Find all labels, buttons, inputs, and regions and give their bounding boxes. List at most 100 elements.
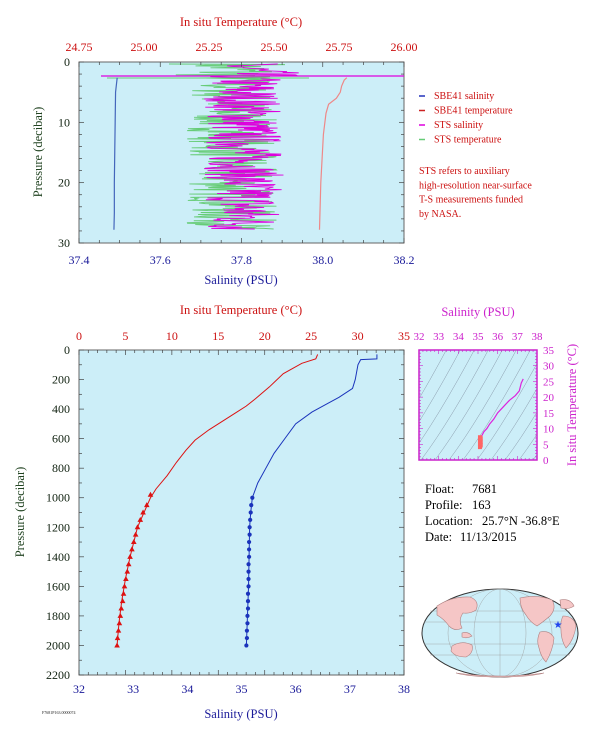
location-label: Location: [425,514,473,528]
inset-xtop-ticks-label: 33 [433,331,445,343]
bottom-xtop-label: In situ Temperature (°C) [180,303,302,317]
inset-y-ticks: 0 5 10 15 20 25 30 35 [418,345,555,467]
legend-note-line: STS refers to auxiliary [419,166,510,177]
temperature-point [127,553,133,559]
temperature-point [118,605,125,611]
density-contour [419,350,461,423]
top-xtop-ticks-label: 25.25 [196,40,223,54]
bot-xbottom-ticks-label: 32 [73,682,85,696]
top-xbottom-ticks-label: 38.0 [312,253,333,267]
salinity-profile-line [245,354,378,646]
world-map: ★ [421,588,579,678]
salinity-point [246,569,251,574]
temperature-point [130,539,137,545]
top-xbottom-ticks-label: 37.8 [231,253,252,267]
top-y-ticks-label: 0 [64,55,70,69]
float-location-marker: ★ [554,620,563,631]
legend-entry: STS salinity [434,120,483,131]
sts-salinity-trace [204,63,299,230]
bottom-xbottom-label: Salinity (PSU) [204,707,277,721]
bot-xtop-ticks-label: 10 [166,329,178,343]
salinity-point [245,613,250,619]
inset-density-contours [419,350,537,460]
legend-entry: STS temperature [434,135,502,146]
top-y-ticks-label: 30 [58,236,70,250]
top-xbottom-ticks-label: 37.4 [69,253,90,267]
profile-value: 163 [472,498,491,512]
inset-y-ticks-label: 15 [543,408,555,420]
top-xbottom-ticks-label: 38.2 [394,253,415,267]
salinity-point [249,503,254,508]
salinity-point [250,495,255,500]
temperature-point [117,612,124,618]
inset-xtop-ticks-label: 37 [512,331,524,343]
sbe41-temperature-line [318,77,348,230]
top-xtop-ticks-label: 25.00 [131,40,158,54]
date-label: Date: [425,530,452,544]
temperature-point [119,598,126,604]
legend-entry: SBE41 salinity [434,91,494,102]
bot-xtop-ticks-label: 25 [305,329,317,343]
temperature-point [134,524,141,530]
bot-y-ticks-label: 400 [52,402,70,416]
bot-xtop-ticks-label: 35 [398,329,410,343]
footer-code: F7681P163.0000074 [42,710,75,715]
salinity-point [247,525,252,530]
location-value: 25.7°N -36.8°E [482,514,560,528]
inset-y-ticks-label: 35 [543,345,555,357]
top-xbottom-label: Salinity (PSU) [204,273,277,287]
salinity-point [248,517,253,522]
float-label: Float: [425,482,454,496]
bot-y-ticks-label: 200 [52,373,70,387]
bot-xtop-ticks-label: 20 [259,329,271,343]
bot-y-ticks-label: 800 [52,461,70,475]
bottom-y-label: Pressure (decibar) [13,467,27,558]
float-info: Float: 7681 Profile: 163 Location: 25.7°… [425,482,560,544]
top-y-label: Pressure (decibar) [31,107,45,198]
inset-xtop-ticks-label: 38 [532,331,544,343]
temperature-point [120,590,127,596]
bot-y-ticks-label: 600 [52,432,70,446]
salinity-point [248,510,253,515]
profile-label: Profile: [425,498,463,512]
density-contour [476,362,537,460]
bottom-xtop-ticks: 0 5 10 15 20 25 30 35 [76,329,410,343]
top-xtop-ticks-label: 24.75 [66,40,93,54]
legend-note-line: by NASA. [419,209,461,220]
bot-xbottom-ticks-label: 37 [344,682,356,696]
bot-xbottom-ticks-label: 35 [236,682,248,696]
density-contour [420,350,489,460]
inset-y-ticks-label: 10 [543,424,555,436]
salinity-point [245,599,251,604]
bot-y-ticks-label: 1600 [46,579,70,593]
bottom-frame-ticks [78,349,405,676]
salinity-point [246,547,252,552]
bottom-plot-area [78,349,405,676]
temperature-point [114,642,120,648]
inset-ts-panel: Salinity (PSU) 32 33 34 35 36 37 38 0 5 10 15 20 25… [414,305,580,467]
top-xtop-ticks-label: 25.50 [261,40,288,54]
salinity-point [245,621,250,626]
bot-xtop-ticks-label: 15 [212,329,224,343]
top-frame-ticks [78,61,405,244]
bot-xbottom-ticks-label: 38 [398,682,410,696]
bot-y-ticks-label: 1400 [46,550,70,564]
top-xbottom-ticks-label: 37.6 [150,253,171,267]
inset-y-ticks-label: 5 [543,439,549,451]
ts-deep-point [477,435,482,440]
bottom-xbottom-ticks: 32 33 34 35 36 37 38 [73,682,410,696]
bot-xtop-ticks-label: 30 [352,329,364,343]
inset-xtop-ticks-label: 35 [473,331,485,343]
legend-note-line: high-resolution near-surface [419,180,532,191]
legend-entry: SBE41 temperature [434,106,513,117]
legend-note: STS refers to auxiliary high-resolution n… [419,166,532,220]
top-xtop-ticks-label: 26.00 [391,40,418,54]
inset-ts-series [477,378,524,450]
top-xbottom-ticks: 37.4 37.6 37.8 38.0 38.2 [69,253,415,267]
bottom-panel: In situ Temperature (°C) 0 5 10 15 20 25 30 35 … [13,303,410,721]
top-xtop-ticks-label: 25.75 [326,40,353,54]
bot-xbottom-ticks-label: 36 [290,682,302,696]
density-contour [462,350,531,460]
salinity-point [246,584,251,589]
